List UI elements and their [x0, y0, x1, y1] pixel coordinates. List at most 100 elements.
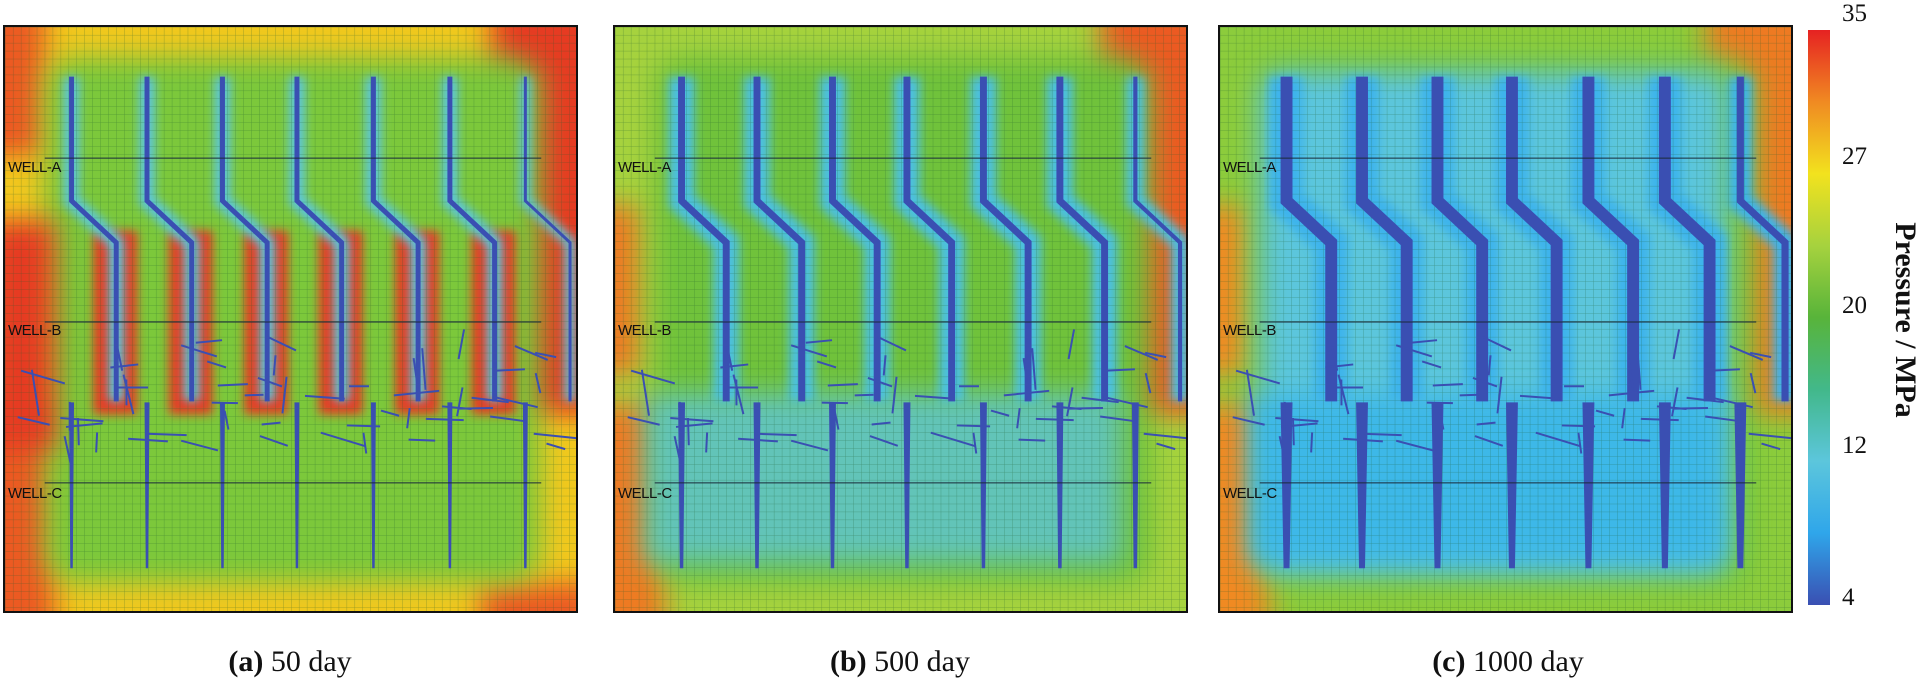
- fracture: [408, 438, 436, 442]
- fracture: [738, 437, 778, 443]
- lower-well: [1505, 402, 1518, 569]
- caption-label: (b): [830, 645, 867, 678]
- pressure-field: [615, 27, 1186, 611]
- upper-well: [1133, 76, 1183, 402]
- fracture: [346, 424, 381, 428]
- well-b-label: WELL-B: [1223, 322, 1276, 339]
- caption-text: 500 day: [866, 645, 970, 678]
- colorbar-tick: 20: [1842, 292, 1867, 319]
- fracture: [1707, 395, 1753, 409]
- fracture: [490, 415, 527, 423]
- fracture: [1331, 345, 1339, 371]
- fracture: [1245, 369, 1255, 416]
- fracture: [1426, 401, 1453, 405]
- fracture: [1100, 415, 1137, 423]
- pressure-map-50-day: WELL-A WELL-B WELL-C: [3, 25, 578, 613]
- lower-well: [1056, 402, 1064, 569]
- fracture: [110, 363, 139, 369]
- caption-a: (a) 50 day: [228, 645, 351, 679]
- fracture: [1144, 351, 1167, 359]
- fracture: [756, 432, 797, 437]
- colorbar-tick: 4: [1842, 584, 1855, 611]
- well-b-label: WELL-B: [8, 322, 61, 339]
- fracture: [180, 344, 218, 358]
- fracture: [930, 431, 976, 448]
- fracture: [1623, 438, 1651, 442]
- fracture: [827, 383, 858, 387]
- fracture: [456, 387, 464, 417]
- fracture: [1278, 435, 1287, 464]
- fracture: [871, 421, 891, 426]
- fracture: [1496, 376, 1503, 414]
- colorbar-tick: 27: [1842, 143, 1867, 170]
- fracture: [1421, 360, 1442, 369]
- fracture: [1310, 432, 1314, 453]
- fracture: [816, 360, 837, 369]
- lower-well: [1356, 402, 1368, 569]
- lower-well: [979, 402, 987, 569]
- caption-c: (c) 1000 day: [1432, 645, 1584, 679]
- fracture: [1561, 424, 1596, 428]
- fracture: [1459, 393, 1479, 397]
- fracture: [95, 432, 99, 453]
- fracture: [1325, 363, 1354, 369]
- fracture: [1671, 387, 1679, 417]
- fracture: [1066, 387, 1074, 417]
- caption-label: (c): [1432, 645, 1466, 678]
- fracture: [60, 417, 104, 423]
- fracture: [990, 409, 1010, 417]
- lower-well: [1431, 402, 1444, 569]
- fracture: [65, 422, 103, 428]
- fracture: [206, 360, 227, 369]
- fracture: [63, 435, 72, 464]
- well-a-label: WELL-A: [1223, 159, 1276, 176]
- fracture: [854, 393, 874, 397]
- fracture: [1035, 417, 1074, 422]
- fracture: [180, 439, 219, 452]
- fracture: [257, 377, 283, 388]
- fracture: [1608, 389, 1655, 397]
- fracture: [1711, 368, 1740, 372]
- fracture: [76, 417, 80, 446]
- well-a-label: WELL-A: [8, 159, 61, 176]
- lower-well: [1280, 402, 1293, 569]
- fracture: [425, 417, 464, 422]
- fracture: [116, 345, 124, 371]
- fracture: [17, 416, 50, 426]
- fracture: [630, 369, 676, 385]
- well-b-label: WELL-B: [618, 322, 671, 339]
- fracture: [393, 389, 440, 397]
- fracture: [821, 401, 848, 405]
- fracture: [705, 432, 709, 453]
- fracture: [1482, 336, 1512, 352]
- fracture: [1003, 389, 1050, 397]
- fracture: [1031, 348, 1037, 390]
- caption-label: (a): [228, 645, 264, 678]
- lower-well: [219, 402, 225, 569]
- fracture: [1144, 372, 1152, 394]
- fracture: [914, 394, 955, 400]
- lower-well: [447, 402, 453, 569]
- fracture: [20, 369, 66, 385]
- fracture: [1627, 357, 1635, 391]
- fracture: [1067, 329, 1076, 360]
- fracture: [1686, 396, 1724, 404]
- caption-text: 1000 day: [1465, 645, 1584, 678]
- fracture: [146, 432, 187, 437]
- pressure-colorbar: [1808, 30, 1830, 605]
- fracture: [891, 376, 898, 414]
- fracture: [675, 422, 713, 428]
- fracture: [406, 407, 411, 429]
- fracture: [1343, 437, 1383, 443]
- fracture: [1577, 432, 1583, 454]
- fracture: [217, 383, 248, 387]
- pressure-field: [5, 27, 576, 611]
- fracture: [1748, 432, 1791, 440]
- caption-b: (b) 500 day: [830, 645, 970, 679]
- fracture: [320, 431, 366, 448]
- fracture: [1395, 439, 1434, 452]
- grid-mesh: [5, 27, 576, 611]
- lower-well: [1658, 402, 1671, 569]
- fracture: [1102, 395, 1148, 409]
- lower-well: [678, 402, 686, 569]
